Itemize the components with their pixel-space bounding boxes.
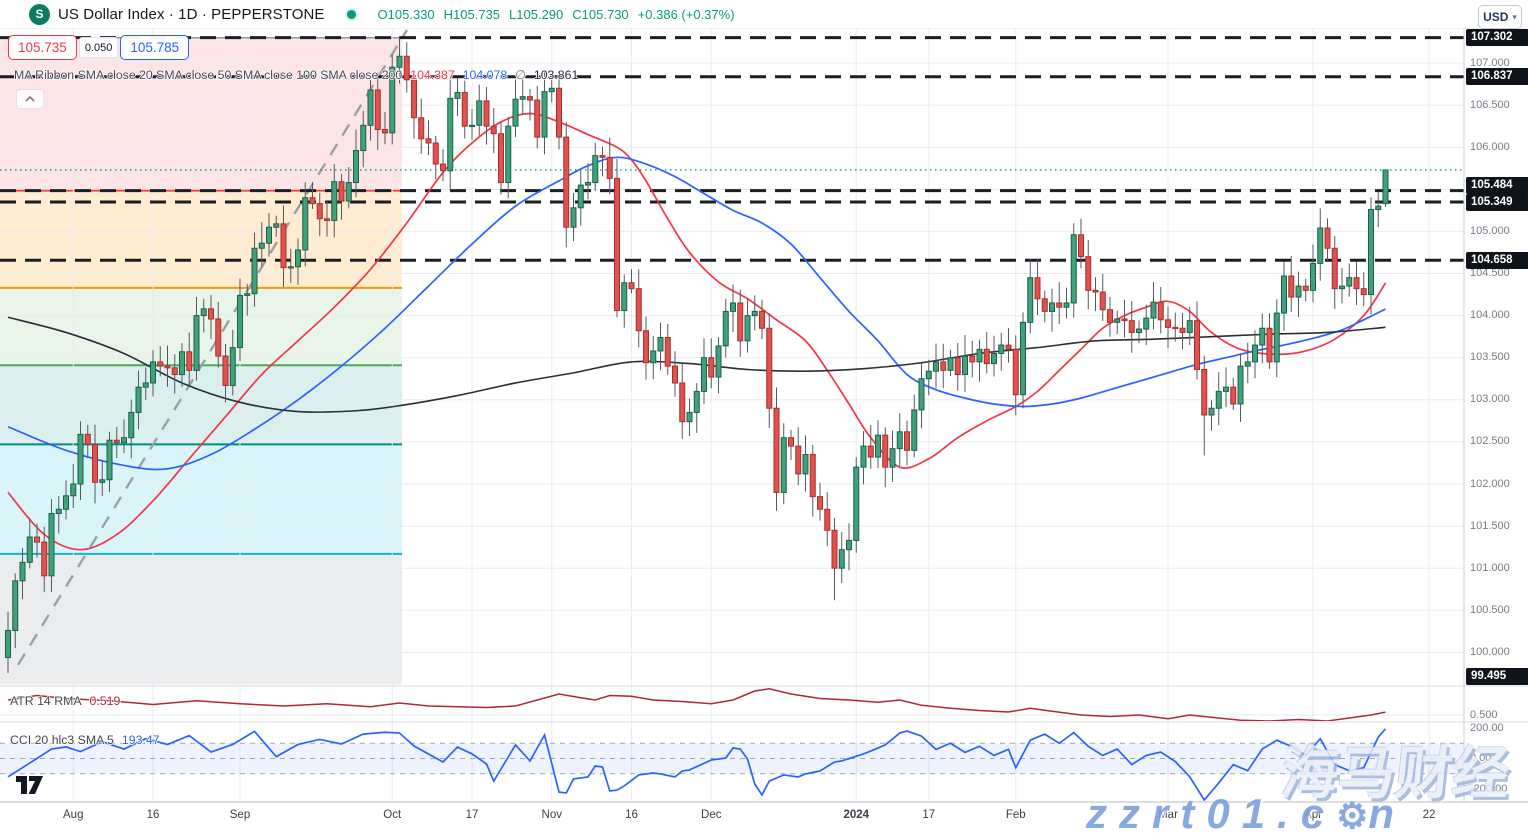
cci-axis-label: 200.00 — [1470, 721, 1504, 734]
time-axis-label: Apr — [1304, 809, 1322, 821]
cci-axis-label: 0.00 — [1470, 752, 1492, 764]
price-axis-label: 105.000 — [1470, 224, 1510, 237]
ma-ribbon-value: ∅ — [515, 68, 526, 82]
time-axis-label: 2024 — [843, 809, 870, 821]
ohlc-change: +0.386 (+0.37%) — [637, 6, 735, 22]
ohlc-close: C105.730 — [572, 6, 629, 22]
ma-line-sma200 — [7, 316, 1386, 413]
market-status-icon — [346, 9, 356, 19]
cci-legend-label[interactable]: CCI 20 hlc3 SMA 5 — [10, 733, 114, 747]
price-axis-label: 101.000 — [1470, 561, 1510, 574]
price-axis-label: 107.000 — [1470, 56, 1510, 69]
price-level-badge: 105.349 — [1466, 193, 1528, 211]
price-axis-label: 101.500 — [1470, 519, 1510, 532]
time-axis-label: 17 — [922, 809, 936, 821]
ma-ribbon-legend-label[interactable]: MA Ribbon SMA close 20 SMA close 50 SMA … — [14, 68, 403, 82]
price-axis-label: 104.000 — [1470, 309, 1510, 322]
chevron-down-icon: ▾ — [1512, 11, 1517, 22]
cci-line — [7, 728, 1387, 801]
atr-legend-value: 0.519 — [89, 694, 121, 708]
price-axis-label: 102.500 — [1470, 435, 1510, 448]
time-axis-label: Mar — [1158, 809, 1178, 821]
ma-ribbon-value: 104.078 — [462, 68, 508, 82]
order-panel: 105.735 0.050 105.785 — [8, 35, 190, 60]
time-axis-label: Dec — [701, 809, 722, 821]
ma-ribbon-values: 104.387 104.078 ∅ 103.861 — [410, 68, 578, 82]
ohlc-low: L105.290 — [509, 6, 564, 22]
time-axis-label: 16 — [146, 809, 160, 821]
price-axis-label: 104.500 — [1470, 267, 1510, 279]
buy-button[interactable]: 105.785 — [120, 35, 190, 60]
time-axis-label: Aug — [63, 809, 84, 821]
cci-legend: CCI 20 hlc3 SMA 5 193.47 — [10, 733, 160, 747]
price-axis-label: 102.000 — [1470, 477, 1510, 490]
chevron-up-icon — [25, 96, 35, 102]
price-axis-label: 106.000 — [1470, 140, 1510, 153]
atr-legend-label[interactable]: ATR 14 RMA — [10, 694, 82, 708]
sell-button[interactable]: 105.735 — [8, 35, 77, 60]
ohlc-values: O105.330 H105.735 L105.290 C105.730 +0.3… — [378, 7, 735, 22]
spread-value: 0.050 — [78, 37, 119, 58]
price-axis-label: 100.500 — [1470, 603, 1510, 616]
atr-legend: ATR 14 RMA 0.519 — [10, 694, 120, 708]
ohlc-open: O105.330 — [377, 6, 435, 22]
price-level-badge: 99.495 — [1466, 667, 1528, 685]
time-axis-label: Feb — [1005, 809, 1026, 821]
ma-ribbon-value: 104.387 — [410, 68, 455, 82]
price-axis-label: 100.000 — [1470, 645, 1510, 658]
candlestick-series — [5, 36, 1389, 674]
time-axis-label: 22 — [1422, 809, 1436, 821]
time-axis-label: Sep — [229, 809, 251, 821]
time-axis-label: Oct — [383, 809, 402, 821]
collapse-pane-button[interactable] — [16, 89, 44, 109]
price-level-badge: 107.302 — [1466, 29, 1528, 47]
chart-topbar: S US Dollar Index · 1D · PEPPERSTONE O10… — [0, 0, 1528, 28]
atr-line — [7, 687, 1386, 721]
symbol-logo-icon: S — [29, 3, 50, 25]
ma-ribbon-value: 103.861 — [533, 68, 579, 82]
price-axis-label: 106.500 — [1470, 98, 1510, 111]
currency-selector-value: USD — [1483, 10, 1509, 24]
price-level-badge: 106.837 — [1466, 68, 1528, 86]
time-axis-label: 17 — [465, 809, 479, 821]
cci-legend-value: 193.47 — [121, 733, 160, 747]
atr-axis-label: 0.500 — [1470, 708, 1498, 721]
price-axis-label: 103.500 — [1470, 351, 1510, 364]
currency-selector[interactable]: USD ▾ — [1478, 5, 1522, 29]
price-level-badge: 104.658 — [1466, 251, 1528, 269]
time-axis-label: Nov — [541, 809, 562, 821]
cci-axis-label: -200.00 — [1470, 782, 1508, 795]
tradingview-logo-icon[interactable] — [16, 775, 45, 800]
ohlc-high: H105.735 — [443, 6, 501, 22]
price-level-badge: 105.484 — [1466, 176, 1528, 194]
ma-ribbon-legend: MA Ribbon SMA close 20 SMA close 50 SMA … — [14, 68, 578, 82]
time-axis-label: 16 — [625, 809, 638, 821]
symbol-title[interactable]: US Dollar Index · 1D · PEPPERSTONE — [58, 5, 325, 23]
price-axis-label: 103.000 — [1470, 393, 1510, 406]
